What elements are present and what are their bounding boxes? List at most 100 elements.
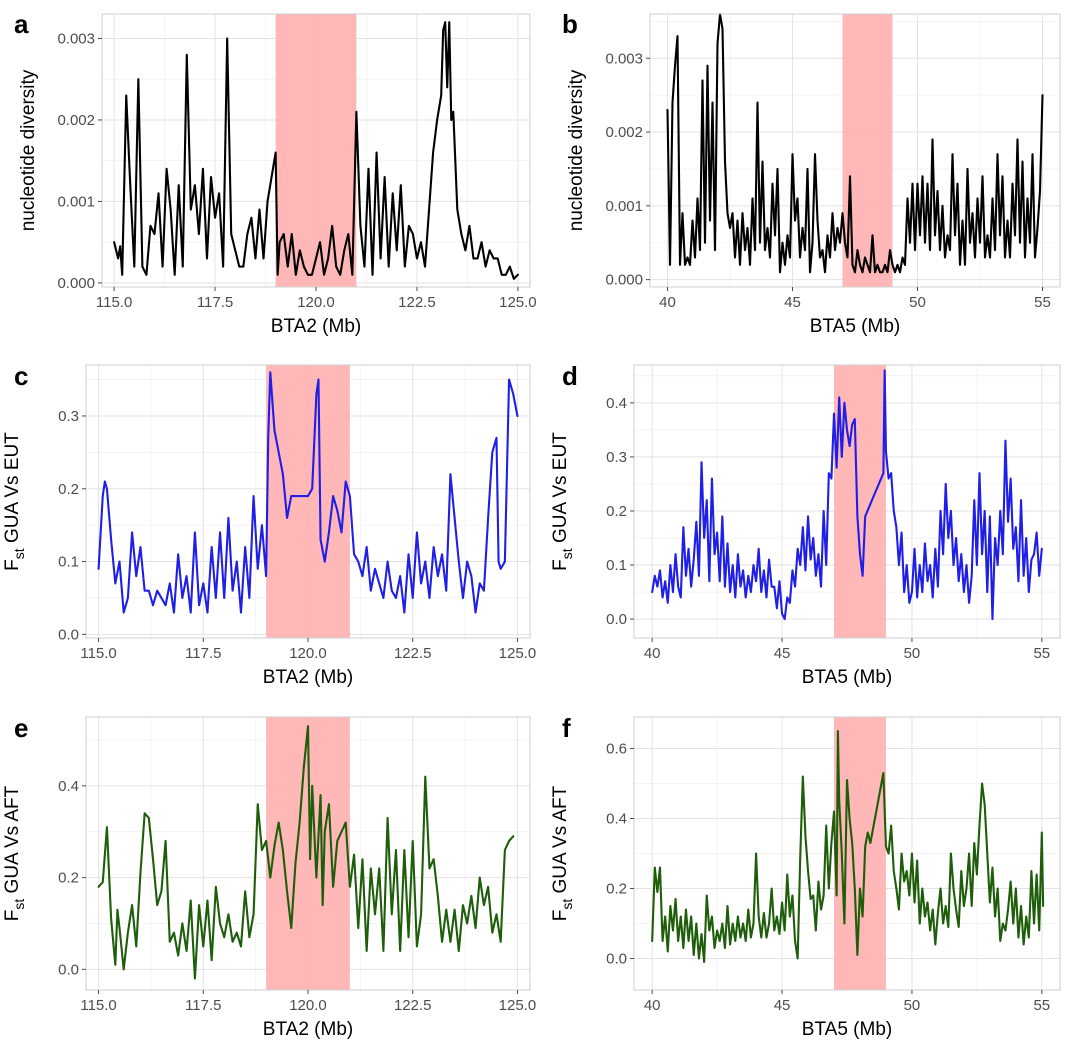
panel-c-y-tick-label: 0.1 [58,554,79,571]
panel-c: 115.0 117.5 120.0 122.5 125.0 0.0 0.1 0.2 0.3 BTA… [2,361,536,688]
panel-f-letter: f [562,713,571,743]
panel-e-series-line [97,725,515,980]
panel-f-x-tick-label: 55 [1033,997,1050,1014]
panel-e-y-axis-title: Fst GUA Vs AFT [2,785,27,921]
panel-d-series-line [651,369,1043,621]
panel-e-y-axis-title-rest: GUA Vs AFT [2,785,23,898]
panel-d-x-tick-label: 50 [904,645,921,662]
panel-c-series-line [97,371,519,614]
panel-c-x-tick-label: 115.0 [80,645,116,662]
panel-d-y-axis-title-main: F [550,559,571,571]
panel-f-x-tick-label: 50 [904,997,921,1014]
panel-e: 115.0 117.5 120.0 122.5 125.0 0.0 0.2 0.4 BTA2 (… [2,713,536,1040]
panel-a-y-tick-label: 0.001 [57,193,95,210]
panel-a-y-axis-title: nucleotide diversity [18,69,39,231]
panel-b: 40 45 50 55 0.000 0.001 0.002 0.003 BTA5 (Mb) nuc… [562,9,1061,337]
panel-b-letter: b [562,9,578,39]
panel-e-y-axis-title-main: F [2,910,23,922]
panel-a-letter: a [14,9,29,39]
panel-d-x-axis-title: BTA5 (Mb) [802,667,892,688]
panel-f-y-axis-title-subscript: st [559,899,575,910]
panel-d-plot-border [633,364,1061,639]
panel-f-x-tick-label: 45 [774,997,791,1014]
panel-d-y-tick-label: 0.1 [606,557,627,574]
panel-a-y-tick-label: 0.003 [57,30,95,47]
panel-b-y-tick-label: 0.000 [605,272,643,289]
panel-d-y-axis-title-subscript: st [559,548,575,559]
panel-b-highlight-region [842,14,893,287]
panel-a-y-tick-label: 0.000 [57,275,95,292]
panel-c-x-axis-title: BTA2 (Mb) [263,667,353,688]
panel-e-letter: e [14,713,28,743]
panel-a-highlight-region [275,14,357,287]
panel-b-x-tick-label: 45 [784,294,801,311]
panel-c-letter: c [14,361,28,391]
panel-e-x-tick-label: 117.5 [185,997,221,1014]
panel-f-y-axis-title: Fst GUA Vs AFT [550,785,575,921]
panel-c-y-axis-title-main: F [2,559,23,571]
panel-c-x-tick-label: 122.5 [394,645,432,662]
panel-d-x-tick-label: 55 [1033,645,1050,662]
panel-d-y-tick-label: 0.4 [606,395,627,412]
panel-e-y-tick-label: 0.2 [58,870,79,887]
panel-c-x-tick-label: 125.0 [499,645,537,662]
panel-e-x-tick-label: 125.0 [499,997,537,1014]
panel-b-x-tick-label: 40 [659,294,676,311]
panel-b-x-tick-label: 50 [909,294,926,311]
panel-e-x-tick-label: 120.0 [289,997,327,1014]
panel-b-plot-border [649,13,1061,288]
panel-f-plot-border [633,716,1061,991]
panel-a: 115.0 117.5 120.0 122.5 125.0 0.000 0.001 0.002… [14,9,537,337]
panel-f-y-tick-label: 0.4 [606,811,627,828]
panel-f-x-tick-label: 40 [644,997,661,1014]
panel-b-y-axis-title: nucleotide diversity [566,69,587,231]
panel-e-x-axis-title: BTA2 (Mb) [263,1019,353,1040]
panel-b-x-axis-title: BTA5 (Mb) [810,316,900,337]
panel-c-y-axis-title-subscript: st [11,548,27,559]
panel-c-y-tick-label: 0.2 [58,481,79,498]
panel-d-y-axis-title: Fst GUA Vs EUT [550,432,575,571]
panel-c-y-axis-title: Fst GUA Vs EUT [2,432,27,571]
panel-f-series-line [651,729,1045,964]
panel-b-y-tick-label: 0.002 [605,124,643,141]
panel-f-y-tick-label: 0.2 [606,881,627,898]
panel-a-series-line [113,21,519,280]
panel-a-x-tick-label: 122.5 [398,294,436,311]
panel-f-y-tick-label: 0.0 [606,951,627,968]
panel-d-highlight-region [834,365,886,638]
panel-a-x-tick-label: 125.0 [499,294,537,311]
panel-a-x-tick-label: 117.5 [197,294,233,311]
panel-f-y-axis-title-main: F [550,910,571,922]
panel-d-y-axis-title-rest: GUA Vs EUT [550,432,571,549]
panel-f-x-axis-title: BTA5 (Mb) [802,1019,892,1040]
panel-d-y-tick-label: 0.0 [606,611,627,628]
panel-d-y-tick-label: 0.2 [606,503,627,520]
panel-d-letter: d [562,361,578,391]
panel-d-x-tick-label: 40 [644,645,661,662]
panel-e-x-tick-label: 115.0 [80,997,116,1014]
panel-a-y-tick-label: 0.002 [57,112,95,129]
panel-f-y-axis-title-rest: GUA Vs AFT [550,785,571,898]
panel-d: 40 45 50 55 0.0 0.1 0.2 0.3 0.4 BTA5 (Mb) Fst GUA … [550,361,1061,688]
panel-a-x-tick-label: 120.0 [297,294,335,311]
panel-f: 40 45 50 55 0.0 0.2 0.4 0.6 BTA5 (Mb) Fst GUA Vs … [550,713,1061,1040]
panel-b-y-tick-label: 0.001 [605,198,643,215]
panel-e-y-tick-label: 0.0 [58,961,79,978]
panel-c-x-tick-label: 120.0 [289,645,327,662]
panel-d-y-tick-label: 0.3 [606,449,627,466]
panel-e-x-tick-label: 122.5 [394,997,432,1014]
panel-e-y-axis-title-subscript: st [11,899,27,910]
panel-b-y-tick-label: 0.003 [605,50,643,67]
panel-c-x-tick-label: 117.5 [185,645,221,662]
panel-f-y-tick-label: 0.6 [606,741,627,758]
panel-c-highlight-region [266,365,350,638]
panel-c-y-axis-title-rest: GUA Vs EUT [2,432,23,549]
panel-a-x-axis-title: BTA2 (Mb) [271,316,361,337]
panel-a-x-tick-label: 115.0 [96,294,132,311]
panel-b-series-line [666,12,1044,274]
panel-c-y-tick-label: 0.0 [58,626,79,643]
panel-d-x-tick-label: 45 [774,645,791,662]
panel-b-x-tick-label: 55 [1034,294,1051,311]
